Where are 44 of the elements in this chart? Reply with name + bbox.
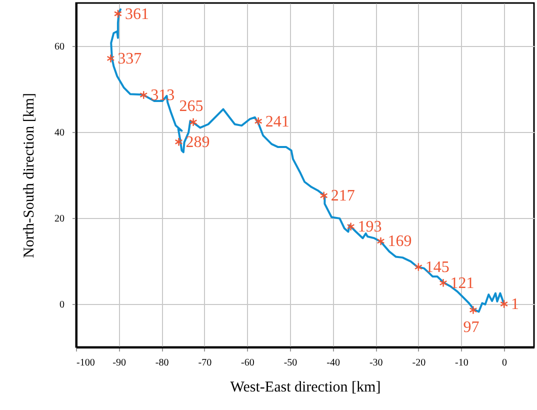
x-tick-label: -90 <box>112 358 126 368</box>
point <box>254 116 262 126</box>
line-series <box>110 8 506 313</box>
x-tick-label: -80 <box>155 358 169 368</box>
point <box>469 306 478 314</box>
annotation: 265 <box>179 98 204 116</box>
point <box>174 137 183 146</box>
x-tick-label: -20 <box>412 358 426 368</box>
point <box>500 300 508 308</box>
annotation: 121 <box>450 274 474 292</box>
x-tick-label: -10 <box>455 358 468 368</box>
annotation: 241 <box>265 113 290 130</box>
annotation: 361 <box>124 6 149 23</box>
y-tick-label: 0 <box>60 300 64 310</box>
x-tick-label: -30 <box>369 358 383 368</box>
y-tick-label: 60 <box>54 42 64 52</box>
x-tick-label: -70 <box>198 358 212 368</box>
annotation: 97 <box>463 319 480 336</box>
y-axis-title: North-South direction [km] <box>22 93 38 258</box>
point <box>376 236 385 246</box>
annotation: 313 <box>150 87 175 104</box>
annotation: 217 <box>330 188 355 205</box>
point <box>189 118 198 127</box>
annotation: 289 <box>186 134 210 151</box>
annotation: 169 <box>388 233 412 250</box>
x-axis-title: West-East direction [km] <box>230 380 381 396</box>
x-tick-label: 0 <box>502 358 508 368</box>
y-tick-label: 40 <box>54 128 64 138</box>
point <box>414 262 422 272</box>
point <box>140 90 148 100</box>
annotation: 337 <box>118 50 142 68</box>
point <box>346 222 355 232</box>
point <box>320 191 328 200</box>
x-tick-label: -50 <box>284 358 298 368</box>
annotation: 145 <box>425 259 450 276</box>
annotation: 193 <box>358 218 382 236</box>
point <box>439 278 448 288</box>
point <box>114 9 122 18</box>
x-tick-label: -60 <box>241 358 254 368</box>
x-tick-label: -100 <box>76 358 95 368</box>
annotation: 1 <box>511 296 520 313</box>
point <box>106 54 115 63</box>
y-tick-label: 20 <box>54 214 64 224</box>
x-tick-label: -40 <box>326 358 340 368</box>
